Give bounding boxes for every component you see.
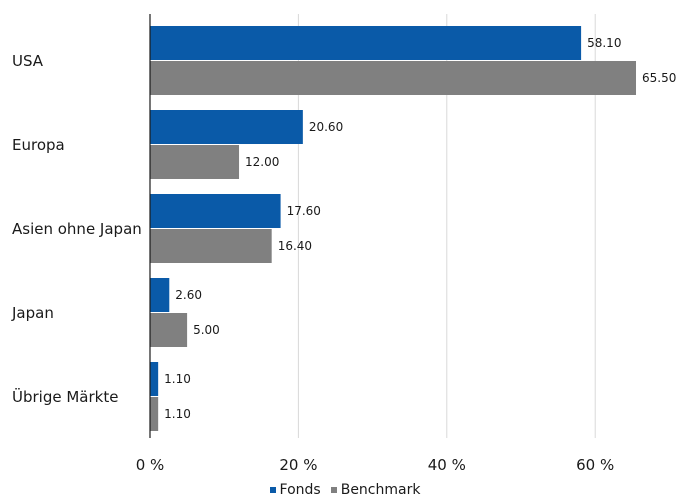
value-label-benchmark-1: 12.00 (245, 155, 279, 169)
value-label-fonds-0: 58.10 (587, 36, 621, 50)
x-tick-label-0: 0 % (136, 456, 165, 474)
category-label-0: USA (12, 52, 44, 70)
category-label-3: Japan (11, 304, 54, 322)
bar-fonds-4 (150, 362, 159, 396)
bar-benchmark-3 (150, 313, 188, 347)
bar-benchmark-0 (150, 61, 637, 95)
bar-benchmark-2 (150, 229, 272, 263)
value-label-benchmark-3: 5.00 (193, 323, 220, 337)
legend-item-benchmark: Benchmark (330, 482, 421, 498)
category-label-4: Übrige Märkte (12, 387, 118, 406)
legend: Fonds Benchmark (0, 482, 690, 498)
value-label-fonds-3: 2.60 (175, 288, 202, 302)
bar-benchmark-4 (150, 397, 159, 431)
x-tick-label-40: 40 % (428, 456, 466, 474)
value-label-fonds-4: 1.10 (164, 372, 191, 386)
bar-benchmark-1 (150, 145, 240, 179)
bar-fonds-1 (150, 110, 303, 144)
legend-label-benchmark: Benchmark (340, 482, 421, 498)
value-label-benchmark-4: 1.10 (164, 407, 191, 421)
legend-item-fonds: Fonds (269, 482, 321, 498)
x-tick-label-60: 60 % (576, 456, 614, 474)
value-label-benchmark-0: 65.50 (642, 71, 676, 85)
bar-fonds-2 (150, 194, 281, 228)
bar-fonds-0 (150, 26, 582, 60)
value-label-benchmark-2: 16.40 (278, 239, 312, 253)
category-label-1: Europa (12, 136, 65, 154)
value-label-fonds-2: 17.60 (287, 204, 321, 218)
legend-swatch-benchmark (330, 487, 337, 493)
legend-label-fonds: Fonds (279, 482, 321, 498)
category-label-2: Asien ohne Japan (12, 220, 142, 238)
bar-fonds-3 (150, 278, 170, 312)
value-label-fonds-1: 20.60 (309, 120, 343, 134)
x-tick-label-20: 20 % (279, 456, 317, 474)
legend-swatch-fonds (269, 487, 276, 493)
